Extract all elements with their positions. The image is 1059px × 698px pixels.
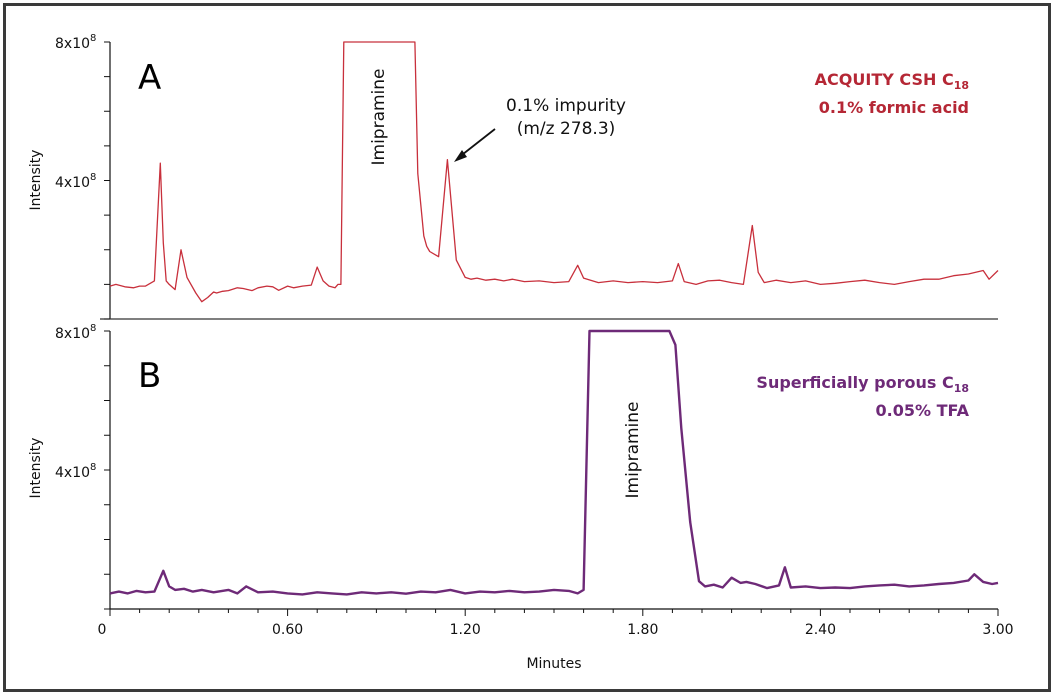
panel-a-legend-mobile-phase: 0.1% formic acid [819,98,969,117]
panel-a-imipramine-label: Imipramine [369,68,389,165]
x-axis-ticks: 0 0.60 1.20 1.80 2.40 3.00 [98,609,1014,638]
x-tick-label: 2.40 [805,622,836,638]
arrow-icon [454,128,496,162]
panel-a-y-axis-title: Intensity [28,150,44,211]
panel-a-trace [109,41,999,303]
panel-b-trace [109,329,999,596]
panel-b-legend-mobile-phase: 0.05% TFA [876,401,970,420]
x-tick-label: 0 [98,622,107,638]
x-tick-label: 1.80 [627,622,658,638]
panel-b-y-axis-title: Intensity [28,438,44,499]
panel-a-letter: A [138,58,161,98]
panel-a-y-tick-8e8: 8x108 [55,33,96,52]
x-tick-label: 0.60 [272,622,303,638]
panel-b-letter: B [138,356,161,396]
impurity-annotation-line2: (m/z 278.3) [517,119,616,139]
panel-a: 8x108 4x108 Intensity A Imipramine 0.1% … [28,33,999,320]
panel-b-y-ticks [104,330,110,610]
panel-a-y-ticks [104,41,110,320]
panel-b-y-tick-8e8: 8x108 [55,323,96,342]
impurity-annotation-line1: 0.1% impurity [506,96,626,116]
panel-a-y-tick-4e8: 4x108 [55,172,96,191]
x-axis-title: Minutes [526,656,581,672]
panel-b-y-tick-4e8: 4x108 [55,462,96,481]
panel-b-legend-column: Superficially porous C18 [756,373,969,395]
x-tick-label: 1.20 [450,622,481,638]
panel-b-imipramine-label: Imipramine [623,401,643,498]
x-tick-label: 3.00 [982,622,1013,638]
panel-a-legend-column: ACQUITY CSH C18 [815,70,969,92]
panel-b: 0 0.60 1.20 1.80 2.40 3.00 8x108 4x108 Intens… [28,323,1014,638]
figure-frame [3,3,1051,692]
